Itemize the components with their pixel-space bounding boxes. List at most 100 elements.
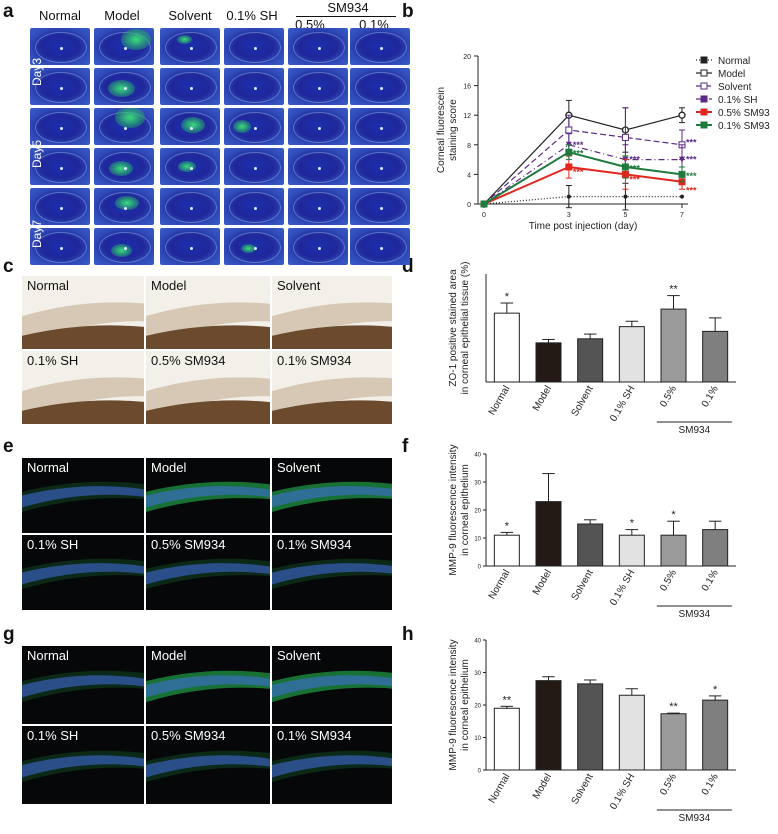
fluorescein-stain	[176, 34, 192, 44]
cornea-outline	[228, 71, 282, 104]
eye-photo	[224, 228, 284, 265]
tile-label: 0.5% SM934	[151, 728, 226, 743]
series-line	[483, 129, 683, 205]
category-label: 0.1%	[700, 772, 721, 797]
y-tick-label: 30	[474, 481, 481, 487]
cornea-outline	[292, 231, 346, 264]
y-tick-label: 12	[463, 113, 471, 120]
significance-label: ***	[686, 171, 697, 181]
cornea-outline	[228, 191, 282, 224]
header-model: Model	[104, 8, 140, 23]
significance-label: *	[505, 520, 510, 532]
light-reflex	[124, 206, 127, 210]
data-point	[678, 111, 686, 119]
light-reflex	[60, 246, 63, 250]
eye-photo	[350, 108, 410, 145]
light-reflex	[380, 46, 383, 50]
fluorescence-image: 0.5% SM934	[146, 726, 270, 804]
bar	[535, 501, 562, 567]
bar-chart-d: ZO-1 positive stained areain corneal epi…	[448, 262, 736, 436]
panel-label-f: f	[402, 436, 409, 457]
eye-photo	[288, 68, 348, 105]
eye-photo	[30, 28, 90, 65]
fluorescence-image: Solvent	[272, 458, 392, 533]
category-label: Normal	[487, 384, 513, 417]
y-tick-label: 20	[474, 509, 481, 515]
fluorescein-stain	[240, 243, 256, 254]
light-reflex	[124, 166, 127, 170]
group-label: SM934	[678, 813, 710, 824]
bar	[702, 330, 729, 383]
y-axis-label: Corneal fluoresceinstaining score	[436, 87, 459, 173]
cornea-outline	[98, 71, 152, 104]
cornea-outline	[354, 191, 408, 224]
category-label: Model	[531, 568, 554, 597]
legend-label: Model	[718, 69, 745, 80]
series-line	[483, 151, 683, 205]
light-reflex	[318, 46, 321, 50]
fluorescence-image: Model	[146, 646, 270, 724]
category-label: Model	[531, 384, 554, 413]
light-reflex	[318, 206, 321, 210]
cornea-outline	[34, 191, 88, 224]
y-label-line1: ZO-1 positive stained area	[448, 269, 459, 387]
y-label-line2: in corneal epithelium	[460, 464, 471, 556]
light-reflex	[190, 46, 193, 50]
tile-label: 0.1% SM934	[277, 353, 352, 368]
tile-label: Normal	[27, 278, 69, 293]
header-sh: 0.1% SH	[226, 8, 278, 23]
y-axis-label: MMP-9 fluorescence intensityin corneal e…	[448, 444, 471, 575]
bar	[660, 713, 687, 771]
significance-label: ***	[573, 149, 584, 159]
y-label-line2: in corneal epithelial tissue (%)	[460, 262, 471, 394]
category-label: Solvent	[570, 568, 596, 603]
tile-label: 0.1% SH	[27, 728, 79, 743]
cornea-outline	[228, 111, 282, 144]
significance-label: ***	[686, 155, 697, 165]
category-label: 0.1% SH	[608, 772, 637, 812]
cornea-outline	[228, 31, 282, 64]
eye-photo	[94, 68, 154, 105]
y-label-line1: Corneal fluorescein	[436, 87, 447, 173]
cornea-outline	[354, 111, 408, 144]
data-point	[565, 163, 573, 171]
light-reflex	[254, 86, 257, 90]
data-point	[678, 170, 686, 178]
series-line	[483, 165, 683, 205]
eye-photo	[94, 228, 154, 265]
significance-label: *	[713, 684, 718, 696]
y-axis-label: ZO-1 positive stained areain corneal epi…	[448, 262, 471, 394]
data-point	[480, 200, 488, 208]
significance-label: *	[630, 518, 635, 530]
light-reflex	[380, 126, 383, 130]
histology-image: 0.1% SH	[22, 351, 144, 424]
eye-photo	[350, 188, 410, 225]
fluorescence-image: 0.1% SM934	[272, 726, 392, 804]
tile-label: 0.1% SM934	[277, 537, 352, 552]
category-label: Model	[531, 772, 554, 801]
legend-label: Solvent	[718, 82, 752, 93]
legend-marker	[700, 95, 708, 103]
panel-label-c: c	[3, 256, 14, 277]
light-reflex	[318, 86, 321, 90]
tile-label: 0.5% SM934	[151, 353, 226, 368]
eye-photo	[350, 148, 410, 185]
category-label: 0.1%	[700, 384, 721, 409]
eye-photo	[160, 28, 220, 65]
group-label: SM934	[678, 425, 710, 436]
cornea-outline	[354, 151, 408, 184]
category-label: Normal	[487, 568, 513, 601]
cornea-outline	[34, 231, 88, 264]
bar	[660, 308, 687, 383]
light-reflex	[190, 206, 193, 210]
eye-photo	[288, 148, 348, 185]
cornea-outline	[34, 111, 88, 144]
day-label-5: Day5	[30, 139, 44, 168]
light-reflex	[124, 246, 127, 250]
light-reflex	[124, 126, 127, 130]
fluorescence-image: 0.1% SH	[22, 726, 144, 804]
bar	[577, 683, 604, 771]
light-reflex	[380, 166, 383, 170]
tile-label: 0.1% SM934	[277, 728, 352, 743]
group-label: SM934	[678, 609, 710, 620]
